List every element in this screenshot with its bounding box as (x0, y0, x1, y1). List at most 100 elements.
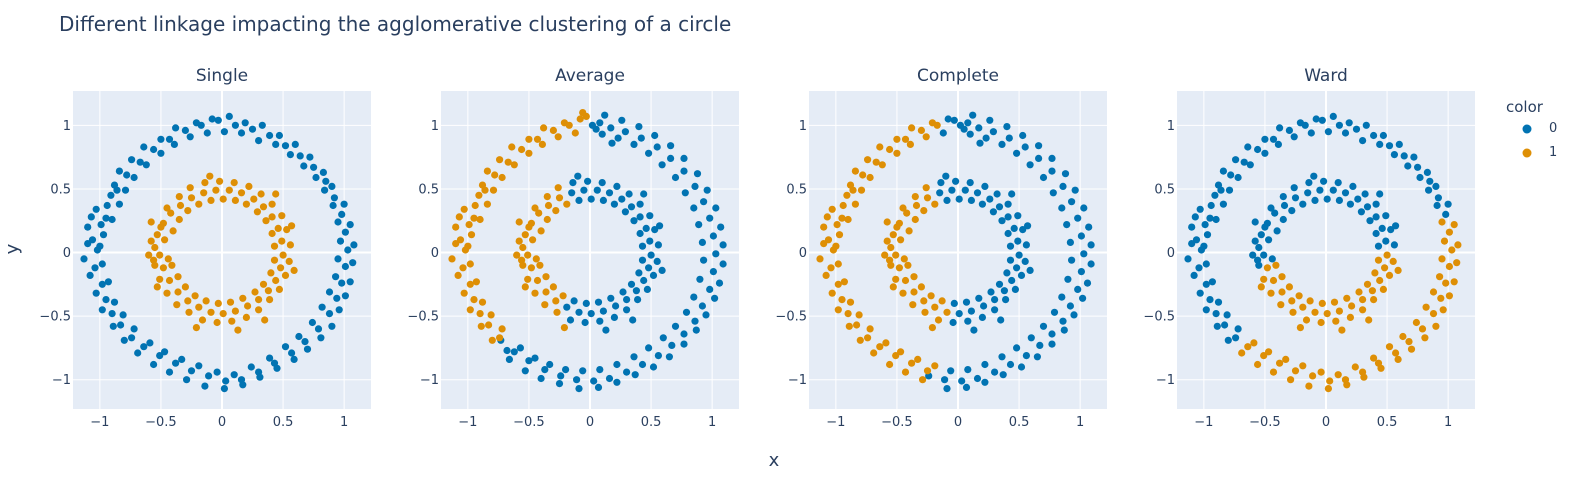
data-point[interactable] (969, 111, 977, 119)
data-point[interactable] (1207, 201, 1215, 210)
data-point[interactable] (1324, 128, 1332, 136)
data-point[interactable] (1249, 251, 1257, 259)
data-point[interactable] (531, 289, 539, 297)
data-point[interactable] (86, 271, 94, 279)
data-point[interactable] (341, 228, 349, 236)
data-point[interactable] (335, 306, 343, 314)
data-point[interactable] (1061, 170, 1070, 178)
data-point[interactable] (594, 383, 603, 391)
data-point[interactable] (161, 348, 169, 356)
data-point[interactable] (646, 237, 654, 245)
data-point[interactable] (192, 119, 200, 127)
data-point[interactable] (285, 257, 293, 265)
data-point[interactable] (1202, 260, 1210, 268)
data-point[interactable] (186, 184, 194, 192)
data-point[interactable] (640, 276, 648, 285)
data-point[interactable] (1048, 154, 1056, 162)
data-point[interactable] (231, 307, 239, 315)
data-point[interactable] (153, 283, 161, 291)
data-point[interactable] (922, 184, 930, 192)
data-point[interactable] (608, 139, 616, 147)
data-point[interactable] (1374, 242, 1383, 250)
data-point[interactable] (964, 366, 972, 374)
data-point[interactable] (933, 121, 941, 129)
data-point[interactable] (923, 367, 932, 375)
data-point[interactable] (536, 261, 544, 269)
data-point[interactable] (892, 275, 900, 283)
data-point[interactable] (237, 189, 246, 197)
data-point[interactable] (649, 363, 658, 371)
data-point[interactable] (640, 190, 648, 198)
data-point[interactable] (1450, 278, 1458, 286)
data-point[interactable] (1074, 214, 1082, 222)
data-point[interactable] (270, 242, 279, 250)
data-point[interactable] (552, 297, 560, 305)
data-point[interactable] (568, 189, 576, 197)
data-point[interactable] (1246, 161, 1254, 169)
data-point[interactable] (1304, 189, 1312, 197)
data-point[interactable] (1269, 135, 1278, 143)
data-point[interactable] (625, 190, 633, 198)
data-point[interactable] (618, 116, 626, 124)
data-point[interactable] (272, 276, 280, 285)
data-point[interactable] (1453, 259, 1461, 267)
data-point[interactable] (1192, 236, 1201, 244)
data-point[interactable] (995, 203, 1004, 211)
data-point[interactable] (153, 231, 161, 239)
data-point[interactable] (1295, 292, 1303, 300)
data-point[interactable] (939, 129, 947, 137)
data-point[interactable] (130, 325, 138, 333)
data-point[interactable] (555, 194, 564, 202)
data-point[interactable] (147, 237, 155, 245)
data-point[interactable] (306, 153, 314, 161)
data-point[interactable] (1289, 308, 1297, 316)
data-point[interactable] (140, 343, 148, 351)
data-point[interactable] (671, 173, 680, 182)
data-point[interactable] (212, 186, 220, 194)
data-point[interactable] (1379, 285, 1387, 293)
data-point[interactable] (219, 195, 227, 203)
data-point[interactable] (1234, 173, 1242, 182)
data-point[interactable] (161, 236, 169, 244)
data-point[interactable] (1188, 223, 1196, 231)
data-point[interactable] (587, 195, 595, 203)
data-point[interactable] (966, 130, 974, 138)
data-point[interactable] (205, 372, 213, 380)
data-point[interactable] (1410, 153, 1418, 161)
data-point[interactable] (610, 200, 619, 208)
data-point[interactable] (151, 261, 159, 269)
data-point[interactable] (1272, 261, 1280, 269)
data-point[interactable] (1280, 201, 1289, 210)
data-point[interactable] (610, 313, 619, 321)
data-point[interactable] (1311, 196, 1319, 204)
data-point[interactable] (325, 288, 334, 296)
data-point[interactable] (191, 292, 199, 300)
data-point[interactable] (975, 294, 983, 302)
data-point[interactable] (108, 310, 116, 318)
data-point[interactable] (1254, 145, 1262, 154)
data-point[interactable] (635, 269, 643, 277)
data-point[interactable] (510, 348, 518, 356)
data-point[interactable] (1438, 255, 1446, 263)
data-point[interactable] (981, 360, 989, 369)
data-point[interactable] (631, 371, 639, 379)
data-point[interactable] (174, 288, 182, 296)
data-point[interactable] (822, 271, 830, 279)
data-point[interactable] (87, 213, 95, 221)
data-point[interactable] (1279, 215, 1287, 224)
data-point[interactable] (291, 140, 299, 148)
data-point[interactable] (659, 334, 667, 342)
data-point[interactable] (1267, 289, 1275, 297)
data-point[interactable] (165, 368, 174, 376)
data-point[interactable] (643, 285, 652, 293)
data-point[interactable] (712, 250, 720, 258)
data-point[interactable] (579, 109, 587, 117)
data-point[interactable] (997, 316, 1005, 324)
data-point[interactable] (1429, 288, 1438, 296)
data-point[interactable] (535, 209, 543, 217)
data-point[interactable] (594, 298, 603, 306)
data-point[interactable] (477, 322, 485, 330)
data-point[interactable] (266, 296, 274, 304)
data-point[interactable] (598, 179, 606, 187)
data-point[interactable] (960, 125, 968, 133)
